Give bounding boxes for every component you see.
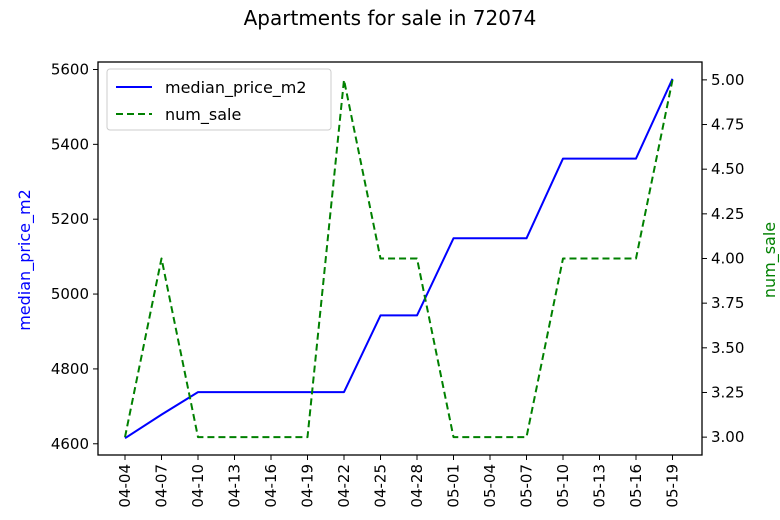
x-tick-label: 04-10 [189, 464, 207, 508]
legend: median_price_m2 num_sale [106, 68, 332, 131]
y-tick-label-right: 4.00 [711, 250, 744, 268]
y-tick-label-right: 3.50 [711, 339, 744, 357]
y-tick-label-right: 5.00 [711, 71, 744, 89]
y-tick-label-left: 4600 [51, 435, 89, 453]
series-line-median-price-m2 [124, 78, 674, 440]
y-tick-label-left: 5000 [51, 285, 89, 303]
y-tick-label-left: 4800 [51, 360, 89, 378]
x-tick-label: 04-13 [226, 464, 244, 508]
x-tick-label: 05-10 [554, 464, 572, 508]
x-tick-label: 05-19 [664, 464, 682, 508]
x-tick-label: 04-19 [299, 464, 317, 508]
y-tick-label-left: 5600 [51, 60, 89, 78]
x-tick-label: 04-25 [372, 464, 390, 508]
y-axis-label-right: num_sale [760, 222, 780, 298]
legend-box [106, 68, 332, 131]
y-tick-label-right: 4.25 [711, 205, 744, 223]
x-tick-label: 04-07 [153, 464, 171, 508]
y-tick-label-left: 5200 [51, 210, 89, 228]
y-tick-label-right: 4.50 [711, 160, 744, 178]
y-axis-label-left: median_price_m2 [15, 189, 35, 331]
x-tick-label: 05-01 [445, 464, 463, 508]
x-axis: 04-04 04-07 04-10 04-13 04-16 04-19 04-22 04-25… [116, 455, 682, 508]
y-tick-label-right: 3.25 [711, 383, 744, 401]
chart-title: Apartments for sale in 72074 [244, 6, 537, 30]
x-tick-label: 05-16 [627, 464, 645, 508]
right-y-axis: 3.00 3.25 3.50 3.75 4.00 4.25 4.50 4.75 5.00 [702, 71, 744, 446]
x-tick-label: 05-13 [591, 464, 609, 508]
y-tick-label-right: 3.75 [711, 294, 744, 312]
y-tick-label-right: 3.00 [711, 428, 744, 446]
y-tick-label-right: 4.75 [711, 116, 744, 134]
x-tick-label: 04-28 [408, 464, 426, 508]
x-tick-label: 05-07 [518, 464, 536, 508]
x-tick-label: 04-16 [262, 464, 280, 508]
x-tick-label: 04-04 [116, 464, 134, 508]
x-tick-label: 04-22 [335, 464, 353, 508]
legend-label-median-price: median_price_m2 [165, 78, 307, 98]
legend-label-num-sale: num_sale [165, 105, 241, 125]
series-layer [124, 78, 674, 440]
y-tick-label-left: 5400 [51, 135, 89, 153]
series-line-num-sale [124, 78, 674, 439]
x-tick-label: 05-04 [481, 464, 499, 508]
left-y-axis: 4600 4800 5000 5200 5400 5600 [51, 60, 98, 453]
